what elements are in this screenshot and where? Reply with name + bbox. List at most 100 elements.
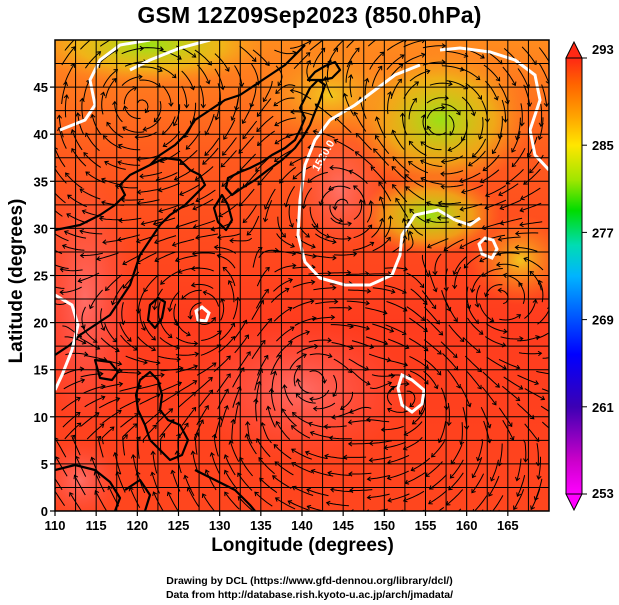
streamline (242, 103, 254, 124)
streamline (375, 135, 390, 155)
streamline-arrowhead (307, 421, 313, 427)
streamline-arrowhead (374, 116, 380, 121)
streamline (522, 439, 527, 462)
streamline (521, 46, 537, 65)
streamline (536, 443, 539, 466)
streamline (55, 456, 68, 477)
streamline (91, 114, 102, 136)
streamline-arrowhead (313, 223, 319, 228)
streamline (136, 252, 157, 264)
streamline-arrowhead (353, 111, 359, 117)
streamline-arrowhead (296, 364, 301, 370)
streamline (55, 167, 67, 184)
streamline (466, 303, 479, 324)
streamline (334, 198, 349, 210)
streamline (330, 324, 354, 328)
streamline-arrowhead (162, 142, 168, 148)
streamline-arrowhead (122, 126, 127, 131)
streamline (461, 184, 484, 193)
streamline (281, 408, 297, 427)
streamline-arrowhead (227, 280, 233, 285)
streamline-arrowhead (271, 370, 277, 376)
streamline-arrowhead (192, 380, 198, 385)
streamline (448, 114, 455, 136)
streamline (144, 410, 162, 426)
streamline-arrowhead (398, 63, 404, 69)
streamline (251, 340, 266, 360)
streamline-arrowhead (100, 395, 106, 401)
streamline-arrowhead (152, 491, 158, 497)
streamline (203, 291, 220, 307)
streamline-arrowhead (403, 431, 409, 436)
streamline-arrowhead (122, 105, 128, 110)
streamline-arrowhead (412, 97, 417, 103)
streamline (523, 84, 531, 107)
streamline-arrowhead (99, 423, 105, 428)
streamline-arrowhead (65, 172, 70, 178)
streamline-arrowhead (242, 218, 248, 224)
streamline (529, 271, 542, 291)
streamline (105, 274, 123, 291)
streamline (152, 451, 158, 474)
streamline-arrowhead (359, 33, 363, 37)
streamline (472, 138, 487, 158)
streamline (381, 425, 404, 431)
streamline (273, 278, 293, 292)
streamline-arrowhead (118, 381, 124, 387)
streamline (234, 334, 249, 354)
streamline-arrowhead (428, 485, 434, 490)
streamline-arrowhead (327, 337, 332, 343)
streamline (83, 79, 91, 102)
streamline-arrowhead (274, 461, 280, 466)
streamline-arrowhead (331, 414, 336, 420)
streamline (349, 489, 373, 491)
x-tick-label: 110 (45, 518, 66, 533)
streamline-arrowhead (117, 360, 123, 367)
x-tick-label: 145 (332, 518, 354, 533)
streamline-arrowhead (440, 171, 445, 177)
streamline-arrowhead (105, 286, 110, 292)
streamline (511, 131, 521, 153)
streamline-arrowhead (153, 239, 159, 245)
streamline-arrowhead (279, 178, 284, 184)
streamline (516, 458, 522, 481)
streamline (424, 306, 440, 325)
streamline (222, 137, 237, 156)
streamline (464, 355, 482, 372)
streamline-arrowhead (99, 371, 104, 377)
streamline (348, 358, 369, 371)
x-tick-label: 120 (126, 518, 148, 533)
streamline-arrowhead (475, 75, 481, 81)
streamline-arrowhead (258, 368, 263, 373)
streamline-arrowhead (495, 383, 500, 388)
streamline (310, 431, 333, 439)
streamline-arrowhead (289, 88, 295, 94)
streamline-arrowhead (435, 319, 440, 325)
streamline-arrowhead (477, 367, 483, 373)
y-tick-label: 40 (34, 127, 48, 142)
streamline (429, 474, 447, 490)
streamline-arrowhead (246, 230, 252, 236)
streamline-arrowhead (265, 61, 270, 67)
streamline-arrowhead (275, 89, 280, 95)
streamline-arrowhead (217, 330, 222, 335)
streamline (64, 63, 75, 85)
streamline-arrowhead (387, 407, 392, 413)
streamline (516, 117, 521, 140)
streamline-arrowhead (50, 187, 54, 191)
streamline-arrowhead (144, 108, 150, 114)
streamline-arrowhead (256, 112, 262, 118)
streamline-arrowhead (284, 287, 290, 293)
streamline-arrowhead (411, 419, 417, 425)
streamline (205, 113, 215, 135)
streamline (157, 355, 181, 360)
streamline-arrowhead (80, 378, 86, 384)
streamline (324, 76, 333, 99)
streamline-arrowhead (515, 396, 521, 402)
streamline-arrowhead (368, 457, 374, 463)
streamline-arrowhead (122, 284, 128, 289)
streamline-arrowhead (193, 364, 198, 370)
streamline-arrowhead (419, 283, 425, 289)
streamline-arrowhead (213, 244, 219, 250)
colorbar-label: 261 (592, 400, 614, 415)
